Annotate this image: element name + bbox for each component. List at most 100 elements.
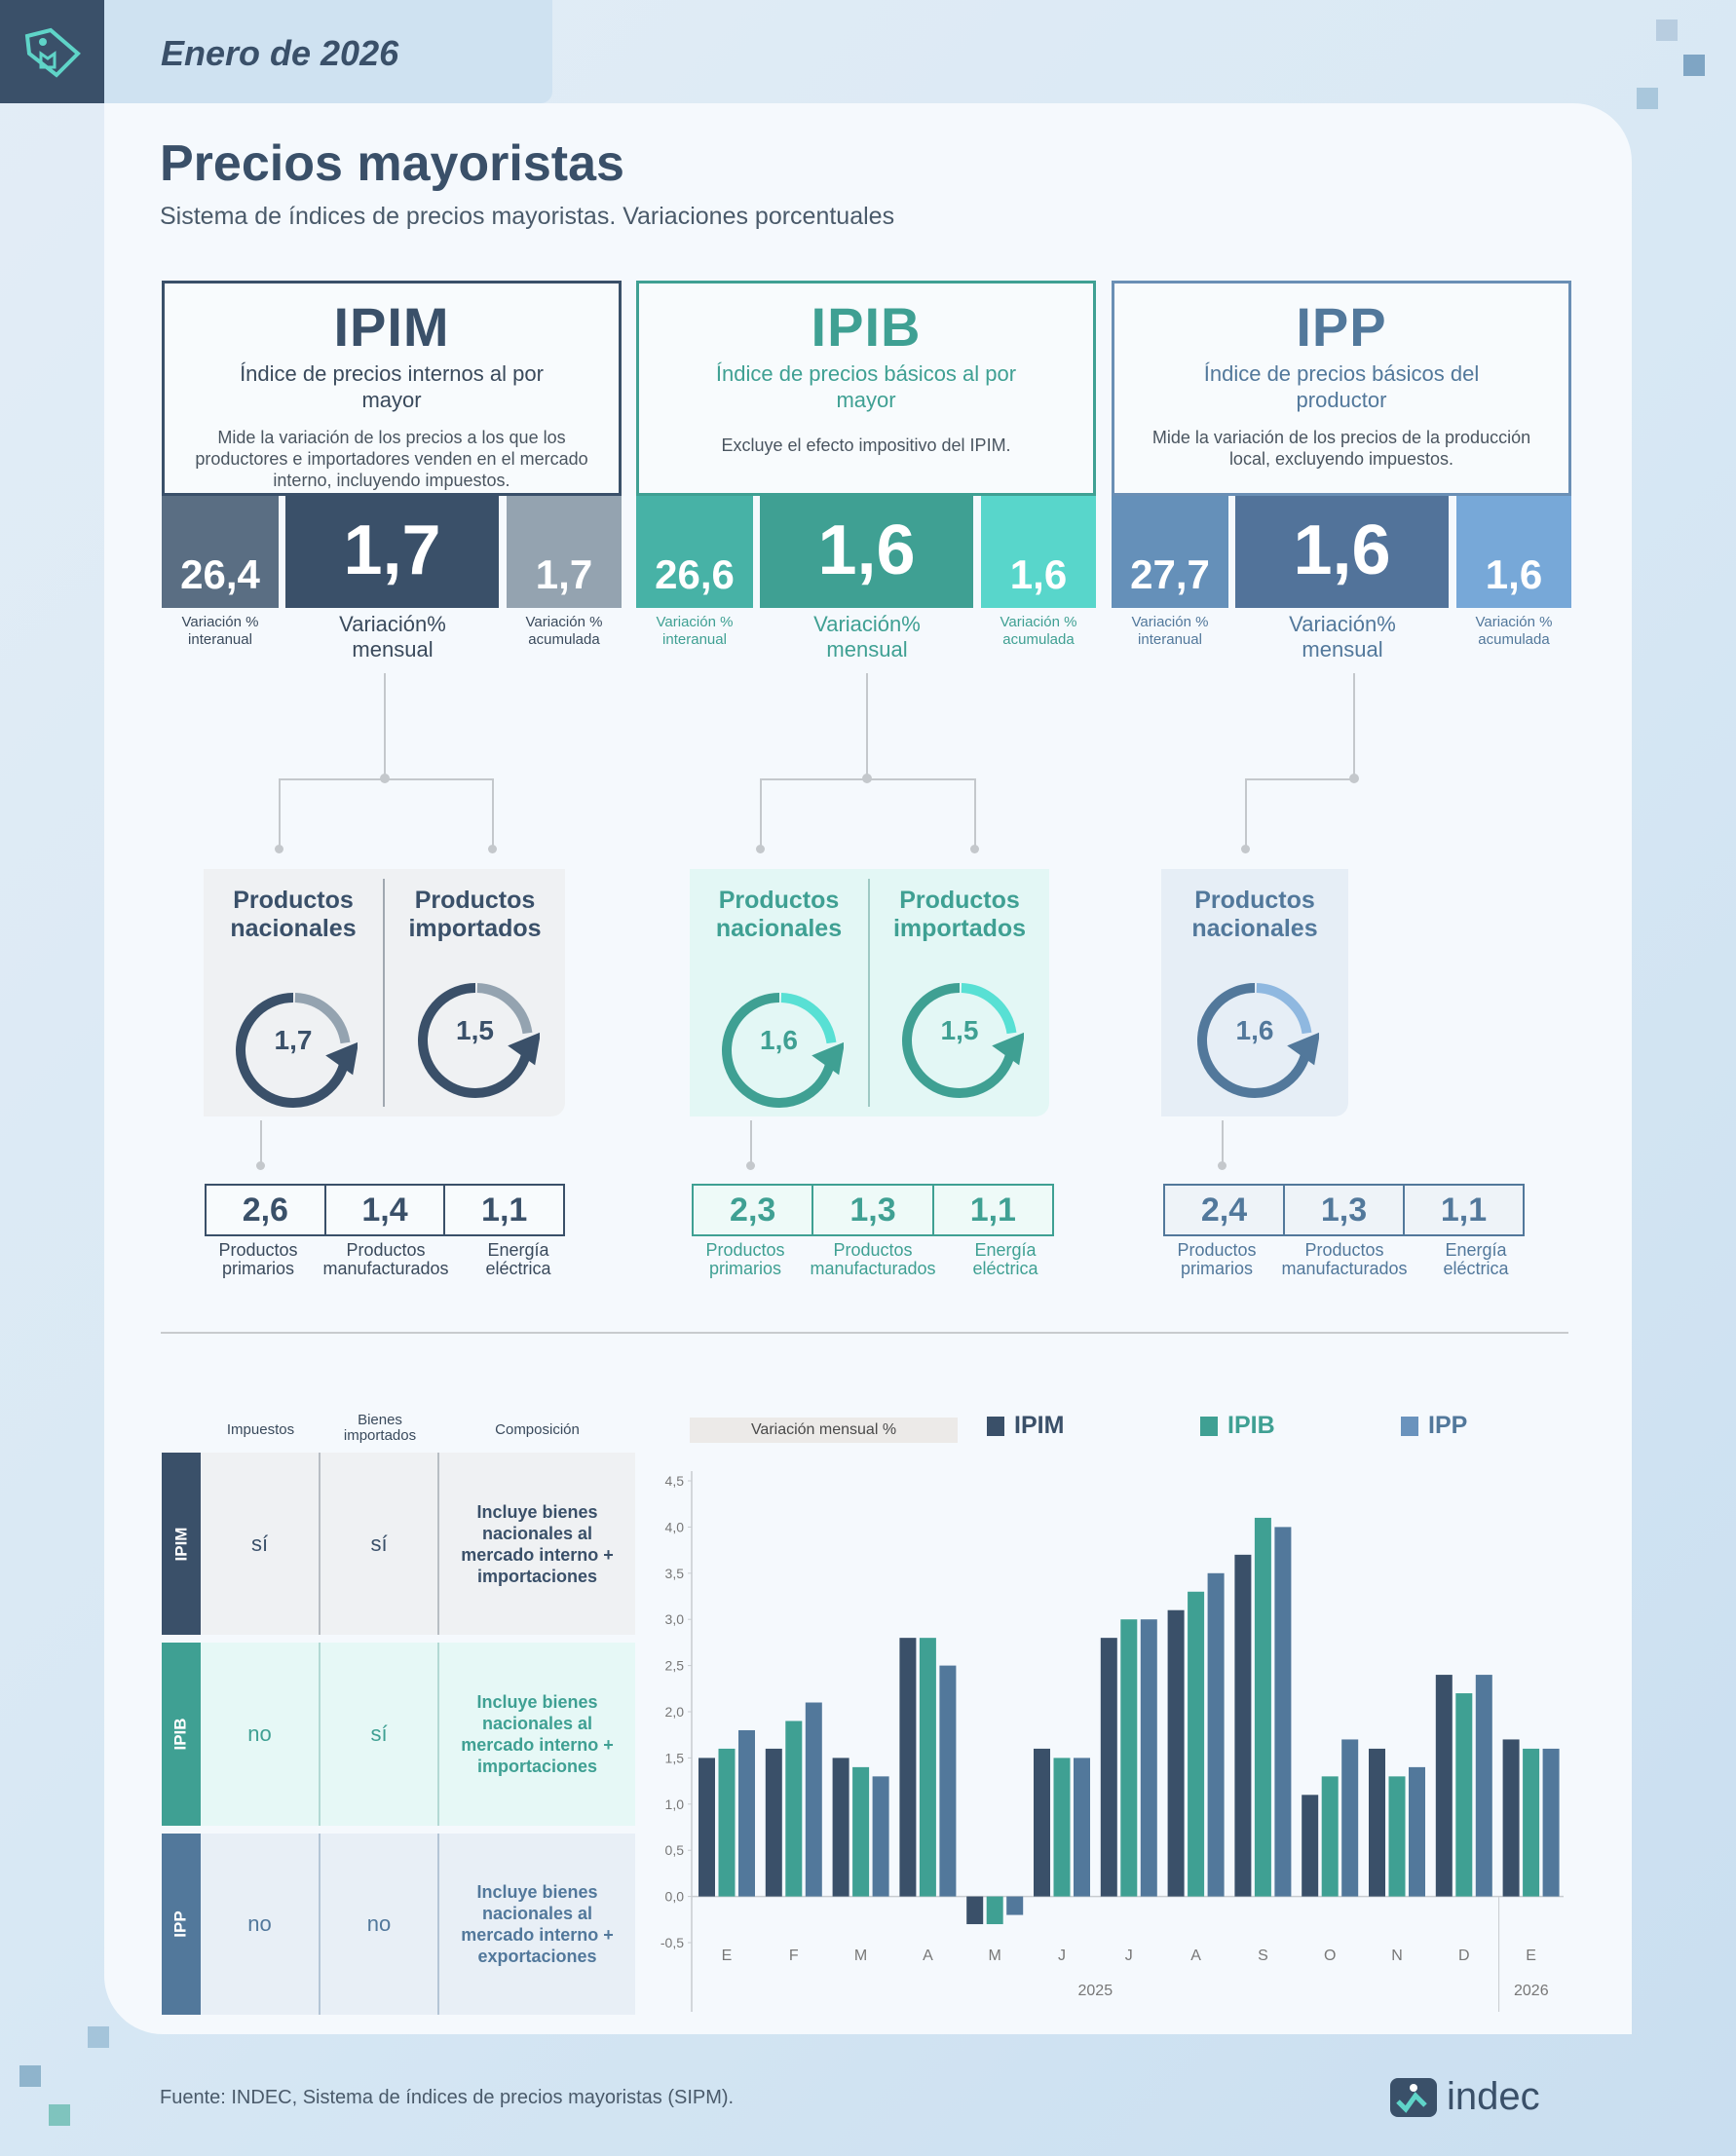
y-tick-label: 4,0 [665,1519,685,1534]
bar-ipim [899,1638,917,1897]
connector [866,673,868,778]
connector [1245,778,1247,849]
bar-ipp [939,1665,957,1897]
ipib-definition-box: IPIB Índice de precios básicos al por ma… [636,281,1096,496]
bar-ipib [1188,1591,1205,1897]
row-label-text: IPIB [171,1718,190,1751]
bar-ipib [1120,1619,1138,1897]
ipp-products-panel: Productos nacionales 1,6 [1161,869,1348,1116]
energia-label: Energía eléctrica [1443,1240,1509,1278]
indec-logo-icon [1390,2077,1437,2117]
composicion-cell: Incluye bienes nacionales al mercado int… [439,1834,635,2015]
manufacturados-label: Productos manufacturados [810,1240,936,1278]
composicion-cell: Incluye bienes nacionales al mercado int… [439,1643,635,1826]
connector [279,778,281,849]
energia-value: 1,1 [933,1186,1052,1234]
ipim-section: IPIM Índice de precios internos al por m… [162,0,622,1286]
panel-label: Productos nacionales [230,887,357,942]
header-composicion: Composición [495,1421,580,1438]
connector [492,778,494,849]
legend-swatch [1200,1416,1218,1436]
ipib-products-panel: Productos nacionales 1,6 Productos impor… [690,869,1049,1116]
bar-ipib [785,1721,803,1897]
connector-dot [746,1161,755,1170]
ipp-breakdown: 2,4 1,3 1,1 [1163,1184,1525,1236]
connector-dot [256,1161,265,1170]
gauge-value: 1,6 [1235,1015,1274,1045]
x-tick-label: J [1058,1948,1066,1964]
ipim-definition-box: IPIM Índice de precios internos al por m… [162,281,622,496]
legend-swatch [987,1416,1004,1436]
panel-label: Productos importados [408,887,542,942]
primarios-label: Productos primarios [218,1240,298,1278]
index-name: Índice de precios básicos al por mayor [715,361,1017,412]
panel-label: Productos nacionales [1191,887,1318,942]
x-tick-label: J [1125,1948,1133,1964]
arrow-head [1287,1032,1319,1066]
acumulada-label: Variación % acumulada [1475,614,1553,648]
index-description: Mide la variación de los precios a los q… [195,428,588,490]
primarios-value: 2,6 [207,1186,326,1234]
bar-ipim [698,1758,715,1897]
ipp-section: IPP Índice de precios básicos del produc… [1112,0,1571,1286]
y-tick-label: -0,5 [660,1935,684,1950]
impuestos-cell: sí [201,1453,321,1635]
table-row-ipim: IPIM sí sí Incluye bienes nacionales al … [162,1453,635,1635]
bar-ipib [1388,1776,1406,1897]
legend-ipib: IPIB [1200,1412,1275,1440]
gauge-ring [236,993,351,1108]
gauge-ring [1197,983,1312,1098]
logo-text: indec [1447,2075,1540,2118]
connector [384,673,386,778]
manufacturados-value: 1,4 [325,1186,446,1234]
mensual-label: Variación% mensual [1289,612,1396,662]
bar-ipp [1475,1675,1492,1897]
x-tick-label: M [854,1948,867,1964]
section-divider [161,1332,1568,1334]
header-bienes-importados: Bienes importados [343,1412,417,1444]
connector [1353,673,1355,778]
index-name: Índice de precios básicos del productor [1203,361,1480,412]
header-date: Enero de 2026 [161,33,399,73]
x-tick-label: E [722,1948,733,1964]
y-tick-label: 4,5 [665,1473,685,1489]
bar-ipim [1502,1739,1520,1897]
bar-ipim [1034,1748,1050,1897]
x-tick-label: D [1458,1948,1470,1964]
gauge-ring [721,993,836,1108]
bar-ipib [718,1748,736,1897]
connector [260,1120,262,1164]
price-tag-icon [0,0,104,103]
energia-value: 1,1 [445,1186,564,1234]
manufacturados-label: Productos manufacturados [322,1240,449,1278]
acumulada-value: 1,6 [981,496,1096,608]
primarios-value: 2,3 [694,1186,814,1234]
x-tick-label: O [1324,1948,1336,1964]
page-subtitle: Sistema de índices de precios mayoristas… [160,203,895,230]
gauge-value: 1,7 [274,1025,313,1055]
bar-ipib [919,1638,936,1897]
primarios-label: Productos primarios [1177,1240,1257,1278]
header-impuestos: Impuestos [226,1421,295,1438]
gauge-highlight [780,993,836,1044]
mensual-label: Variación% mensual [813,612,921,662]
connector-dot [970,845,979,853]
composicion-cell: Incluye bienes nacionales al mercado int… [439,1453,635,1635]
connector-dot [1241,845,1250,853]
interanual-label: Variación % interanual [1131,614,1209,648]
table-row-ipib: IPIB no sí Incluye bienes nacionales al … [162,1643,635,1826]
index-name: Índice de precios internos al por mayor [240,361,544,412]
x-tick-label: A [1190,1948,1201,1964]
national-products: Productos nacionales 1,6 [1161,869,1348,1116]
bar-ipib [852,1766,870,1897]
index-code: IPP [1296,296,1387,358]
bar-ipim [1234,1554,1252,1897]
ipim-breakdown: 2,6 1,4 1,1 [205,1184,565,1236]
connector-dot [275,845,283,853]
bar-ipim [1369,1748,1385,1897]
importados-cell: sí [321,1453,439,1635]
connector [760,778,762,849]
arrow-head [811,1041,844,1076]
bar-ipib [1254,1517,1271,1897]
legend-label: IPP [1428,1412,1468,1439]
